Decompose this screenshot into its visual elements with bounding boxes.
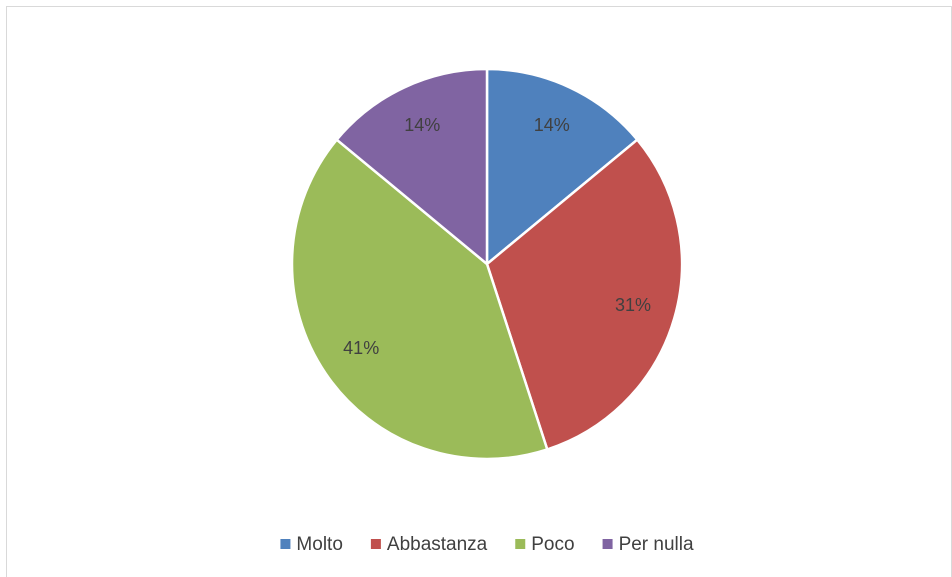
- legend-swatch: [515, 539, 526, 549]
- legend-label: Poco: [531, 534, 574, 555]
- data-label: 31%: [615, 295, 651, 315]
- pie-slice: [485, 67, 640, 267]
- legend-swatch: [370, 539, 381, 549]
- data-label: 41%: [343, 338, 379, 358]
- legend-label: Per nulla: [619, 534, 694, 555]
- data-label: 14%: [404, 115, 440, 135]
- pie-slice: [334, 67, 489, 267]
- legend-swatch: [602, 539, 613, 549]
- legend-swatch: [280, 539, 291, 549]
- pie-slice: [290, 137, 549, 461]
- pie-slice: [485, 137, 684, 452]
- legend-label: Molto: [296, 534, 342, 555]
- legend-label: Abbastanza: [387, 534, 488, 555]
- data-label: 14%: [534, 115, 570, 135]
